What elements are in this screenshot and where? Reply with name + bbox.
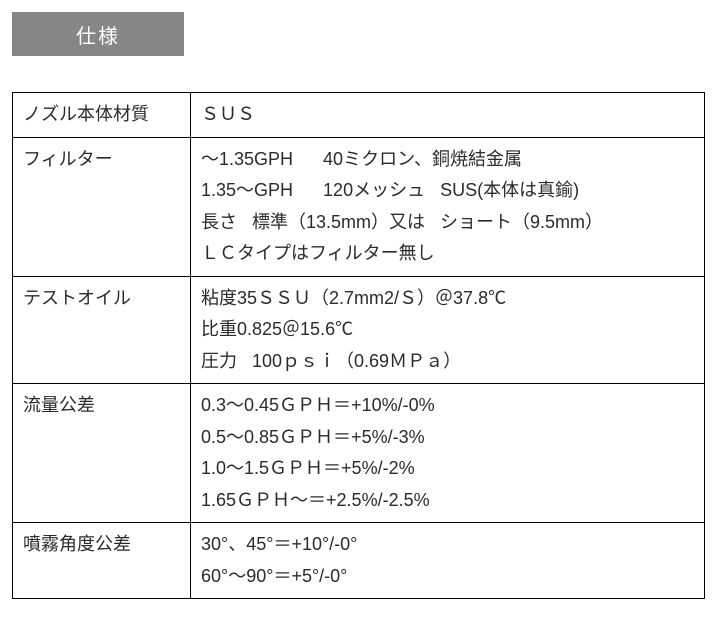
spec-value-line: ＳＵＳ [201,99,694,131]
spec-value: 粘度35ＳＳＵ（2.7mm2/Ｓ）＠37.8℃比重0.825＠15.6℃圧力 1… [191,276,705,384]
spec-value: ～1.35GPH 40ミクロン、銅焼結金属1.35～GPH 120メッシュ SU… [191,137,705,276]
spec-value-line: 0.3～0.45ＧＰＨ＝+10%/-0% [201,390,694,422]
table-row: 流量公差0.3～0.45ＧＰＨ＝+10%/-0%0.5～0.85ＧＰＨ＝+5%/… [13,384,705,523]
section-header: 仕様 [12,12,184,56]
spec-value: 30°、45°＝+10°/-0°60°～90°＝+5°/-0° [191,523,705,599]
spec-label: フィルター [13,137,191,276]
table-row: フィルター～1.35GPH 40ミクロン、銅焼結金属1.35～GPH 120メッ… [13,137,705,276]
spec-value-line: 60°～90°＝+5°/-0° [201,561,694,593]
spec-value: ＳＵＳ [191,93,705,138]
spec-label: テストオイル [13,276,191,384]
spec-value-line: 圧力 100ｐｓｉ（0.69ＭＰａ） [201,346,694,378]
spec-label: 流量公差 [13,384,191,523]
spec-value-line: 1.65ＧＰＨ～＝+2.5%/-2.5% [201,485,694,517]
spec-label: ノズル本体材質 [13,93,191,138]
spec-value-line: 0.5～0.85ＧＰＨ＝+5%/-3% [201,422,694,454]
spec-value-line: 長さ 標準（13.5mm）又は ショート（9.5mm） [201,207,694,239]
spec-table-body: ノズル本体材質ＳＵＳフィルター～1.35GPH 40ミクロン、銅焼結金属1.35… [13,93,705,599]
section-header-title: 仕様 [76,20,120,49]
spec-table: ノズル本体材質ＳＵＳフィルター～1.35GPH 40ミクロン、銅焼結金属1.35… [12,92,705,599]
table-row: テストオイル粘度35ＳＳＵ（2.7mm2/Ｓ）＠37.8℃比重0.825＠15.… [13,276,705,384]
spec-value-line: 粘度35ＳＳＵ（2.7mm2/Ｓ）＠37.8℃ [201,283,694,315]
spec-value-line: 1.35～GPH 120メッシュ SUS(本体は真鍮) [201,175,694,207]
spec-value: 0.3～0.45ＧＰＨ＝+10%/-0%0.5～0.85ＧＰＨ＝+5%/-3%1… [191,384,705,523]
spec-value-line: 1.0～1.5ＧＰＨ＝+5%/-2% [201,453,694,485]
table-row: ノズル本体材質 ＳＵＳ [13,93,705,138]
spec-label: 噴霧角度公差 [13,523,191,599]
spec-value-line: 30°、45°＝+10°/-0° [201,529,694,561]
table-row: 噴霧角度公差30°、45°＝+10°/-0°60°～90°＝+5°/-0° [13,523,705,599]
spec-value-line: ＬＣタイプはフィルター無し [201,238,694,270]
spec-value-line: 比重0.825＠15.6℃ [201,314,694,346]
spec-value-line: ～1.35GPH 40ミクロン、銅焼結金属 [201,144,694,176]
